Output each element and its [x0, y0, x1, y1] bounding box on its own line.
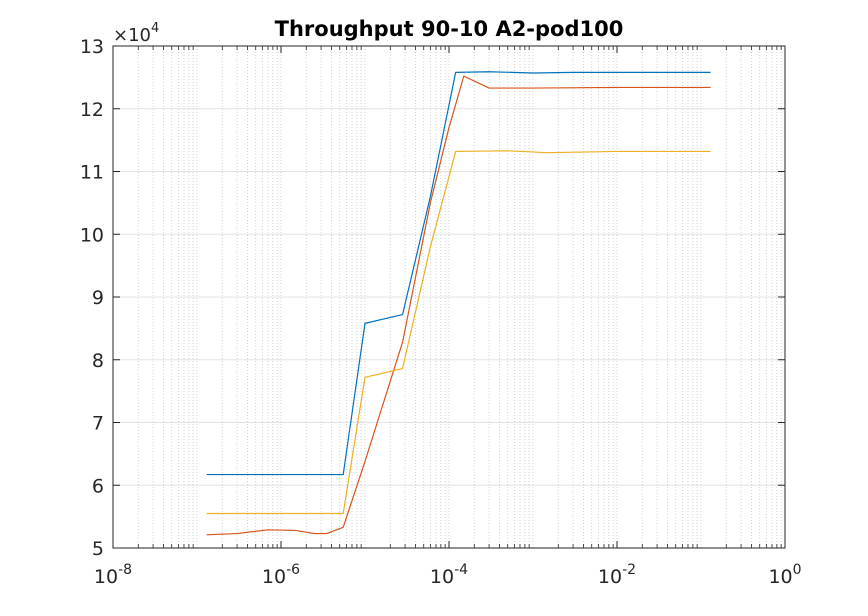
x-tick-exponent: -2 [622, 562, 636, 578]
x-tick-labels: 10-8 10-6 10-4 10-2 100 [94, 562, 802, 588]
x-tick-exponent: -6 [286, 562, 300, 578]
y-tick-label: 12 [80, 99, 104, 121]
x-tick-base: 10 [430, 566, 454, 588]
x-tick-label: 10-8 [94, 562, 132, 588]
y-tick-labels: 5 6 7 8 9 10 11 12 13 [80, 36, 104, 560]
series-line-2 [206, 75, 711, 536]
x-tick-label: 100 [768, 562, 801, 588]
x-tick-base: 10 [768, 566, 792, 588]
x-tick-exponent: 0 [793, 562, 802, 578]
tick-marks [112, 45, 786, 549]
series-lines [206, 71, 711, 536]
y-tick-label: 10 [80, 224, 104, 246]
series-line-1 [206, 71, 711, 476]
y-tick-label: 6 [92, 475, 104, 497]
y-tick-label: 7 [92, 413, 104, 435]
y-tick-label: 5 [92, 538, 104, 560]
y-tick-label: 8 [92, 350, 104, 372]
x-tick-exponent: -4 [454, 562, 468, 578]
x-tick-base: 10 [94, 566, 118, 588]
x-tick-label: 10-2 [598, 562, 636, 588]
major-gridlines [113, 45, 785, 549]
x-tick-label: 10-6 [262, 562, 300, 588]
y-multiplier-base: ×10 [113, 25, 151, 46]
y-tick-label: 9 [92, 287, 104, 309]
y-multiplier-exponent: 4 [151, 21, 159, 36]
x-tick-exponent: -8 [118, 562, 132, 578]
chart-title: Throughput 90-10 A2-pod100 [275, 17, 624, 41]
x-tick-base: 10 [262, 566, 286, 588]
x-tick-base: 10 [598, 566, 622, 588]
x-tick-label: 10-4 [430, 562, 468, 588]
y-tick-label: 11 [80, 162, 104, 184]
y-multiplier: ×104 [113, 21, 159, 46]
series-line-3 [206, 150, 711, 515]
y-tick-label: 13 [80, 36, 104, 58]
